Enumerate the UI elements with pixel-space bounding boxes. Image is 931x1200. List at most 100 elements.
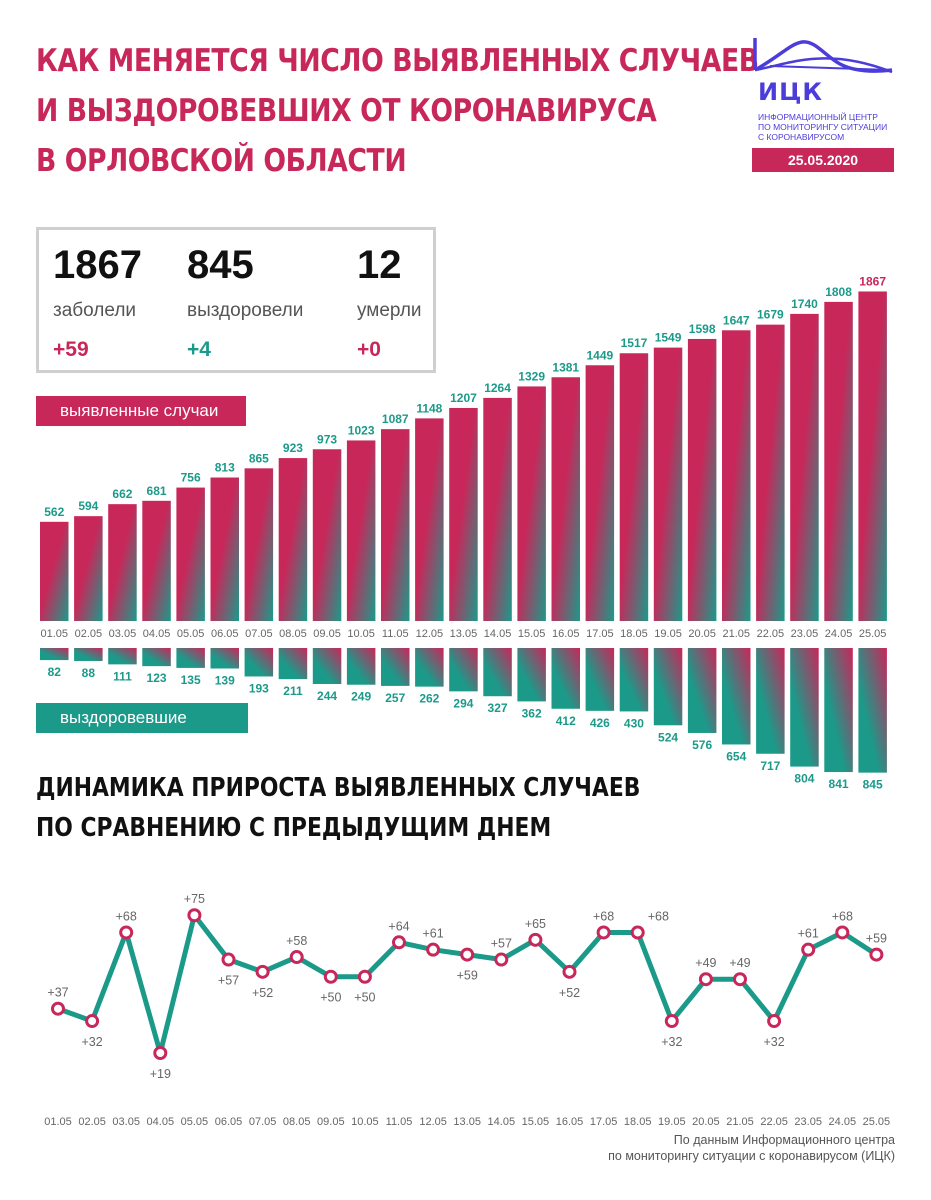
- bar-recovered: [858, 648, 887, 773]
- bar-recovered-label: 362: [522, 706, 542, 720]
- stat-recovered-value: 845: [187, 243, 254, 287]
- x-tick-label: 05.05: [177, 628, 205, 640]
- bar-cases: [790, 313, 819, 621]
- stats-box: 1867 заболели +59 845 выздоровели +4 12 …: [36, 227, 436, 373]
- x-tick-label: 08.05: [279, 628, 307, 640]
- x-tick-label: 21.05: [726, 1116, 754, 1128]
- x-tick-label: 21.05: [722, 628, 750, 640]
- bar-recovered-label: 841: [829, 777, 849, 791]
- x-tick-label: 02.05: [78, 1116, 106, 1128]
- bar-recovered-label: 430: [624, 716, 644, 730]
- point-label: +58: [286, 934, 307, 948]
- bar-recovered: [108, 648, 137, 665]
- bar-cases: [142, 500, 171, 621]
- bar-cases: [312, 449, 342, 621]
- bar-recovered-label: 262: [419, 692, 439, 706]
- title-line-1: КАК МЕНЯЕТСЯ ЧИСЛО ВЫЯВЛЕННЫХ СЛУЧАЕВ: [36, 43, 759, 79]
- bar-cases: [381, 429, 410, 621]
- title-line-2: И ВЫЗДОРОВЕВШИХ ОТ КОРОНАВИРУСА: [36, 93, 657, 129]
- bar-recovered-label: 139: [215, 674, 235, 688]
- x-tick-label: 15.05: [518, 628, 546, 640]
- line-point: [801, 942, 816, 957]
- bar-recovered-label: 524: [658, 730, 678, 744]
- x-tick-label: 02.05: [75, 628, 103, 640]
- x-tick-label: 18.05: [620, 628, 648, 640]
- x-tick-label: 07.05: [245, 628, 273, 640]
- point-label: +68: [116, 909, 137, 923]
- bar-cases: [449, 407, 478, 621]
- x-tick-label: 20.05: [688, 628, 716, 640]
- bar-recovered-label: 327: [488, 701, 508, 715]
- logo-name: ИЦК: [758, 78, 823, 106]
- bar-recovered: [381, 648, 410, 686]
- line-point: [323, 969, 338, 984]
- stat-recovered-delta: +4: [187, 338, 211, 361]
- bar-cases: [244, 468, 274, 621]
- stat-deaths-delta: +0: [357, 338, 381, 361]
- point-label: +61: [798, 927, 819, 941]
- bar-recovered: [176, 648, 205, 668]
- bar-cases-label: 681: [147, 484, 167, 498]
- line-point: [51, 1001, 65, 1016]
- bar-cases: [824, 301, 853, 621]
- x-tick-label: 14.05: [484, 628, 512, 640]
- point-label: +49: [729, 956, 750, 970]
- bar-recovered-label: 426: [590, 716, 610, 730]
- bar-cases-label: 662: [112, 487, 132, 501]
- x-tick-label: 08.05: [283, 1116, 311, 1128]
- bar-recovered: [687, 648, 717, 733]
- x-tick-label: 07.05: [249, 1116, 277, 1128]
- bar-cases-label: 1087: [382, 412, 409, 426]
- point-label: +59: [457, 969, 478, 983]
- point-label: +61: [422, 927, 443, 941]
- x-tick-label: 14.05: [488, 1116, 516, 1128]
- point-label: +57: [218, 974, 239, 988]
- x-tick-label: 16.05: [556, 1116, 584, 1128]
- x-tick-label: 06.05: [215, 1116, 243, 1128]
- bar-cases-label: 1329: [518, 369, 545, 383]
- bar-recovered: [449, 648, 478, 692]
- x-tick-label: 24.05: [829, 1116, 857, 1128]
- point-label: +65: [525, 917, 546, 931]
- bar-cases: [108, 504, 137, 621]
- point-label: +68: [832, 909, 853, 923]
- stat-cases-value: 1867: [53, 243, 142, 287]
- point-label: +68: [593, 909, 614, 923]
- bar-cases: [278, 458, 308, 621]
- bar-cases-label: 1598: [689, 322, 716, 336]
- bar-recovered-label: 244: [317, 689, 337, 703]
- x-tick-label: 17.05: [586, 628, 614, 640]
- x-tick-label: 04.05: [143, 628, 171, 640]
- bar-cases: [483, 397, 512, 621]
- x-tick-label: 17.05: [590, 1116, 618, 1128]
- bar-cases-label: 1679: [757, 308, 784, 322]
- x-tick-label: 16.05: [552, 628, 580, 640]
- bar-cases: [722, 330, 751, 621]
- bar-cases-label: 1381: [552, 360, 579, 374]
- date-badge: 25.05.2020: [752, 148, 894, 172]
- bar-recovered-label: 654: [726, 749, 746, 763]
- stat-recovered: 845 выздоровели +4: [187, 240, 303, 362]
- bar-cases-label: 1647: [723, 313, 750, 327]
- line-point: [426, 942, 441, 957]
- logo-subtitle-line: ИНФОРМАЦИОННЫЙ ЦЕНТР: [758, 112, 878, 122]
- bar-recovered: [40, 648, 69, 661]
- bar-recovered: [210, 648, 239, 669]
- x-tick-label: 10.05: [347, 628, 375, 640]
- point-label: +50: [320, 991, 341, 1005]
- point-label: +32: [763, 1035, 784, 1049]
- bar-recovered: [278, 648, 308, 680]
- stat-deaths-label: умерли: [357, 300, 422, 321]
- line-chart-title: ДИНАМИКА ПРИРОСТА ВЫЯВЛЕННЫХ СЛУЧАЕВ ПО …: [36, 768, 640, 848]
- bar-cases: [176, 487, 205, 621]
- bar-cases: [346, 440, 376, 621]
- line-point: [869, 947, 884, 962]
- source-line: По данным Информационного центра: [673, 1133, 895, 1147]
- bar-recovered: [483, 648, 512, 697]
- bar-recovered: [415, 648, 444, 687]
- subtitle-line-1: ДИНАМИКА ПРИРОСТА ВЫЯВЛЕННЫХ СЛУЧАЕВ: [36, 773, 641, 803]
- bar-recovered: [312, 648, 342, 684]
- bar-cases-label: 756: [181, 471, 201, 485]
- line-point: [698, 972, 713, 987]
- bar-recovered-label: 111: [113, 669, 132, 683]
